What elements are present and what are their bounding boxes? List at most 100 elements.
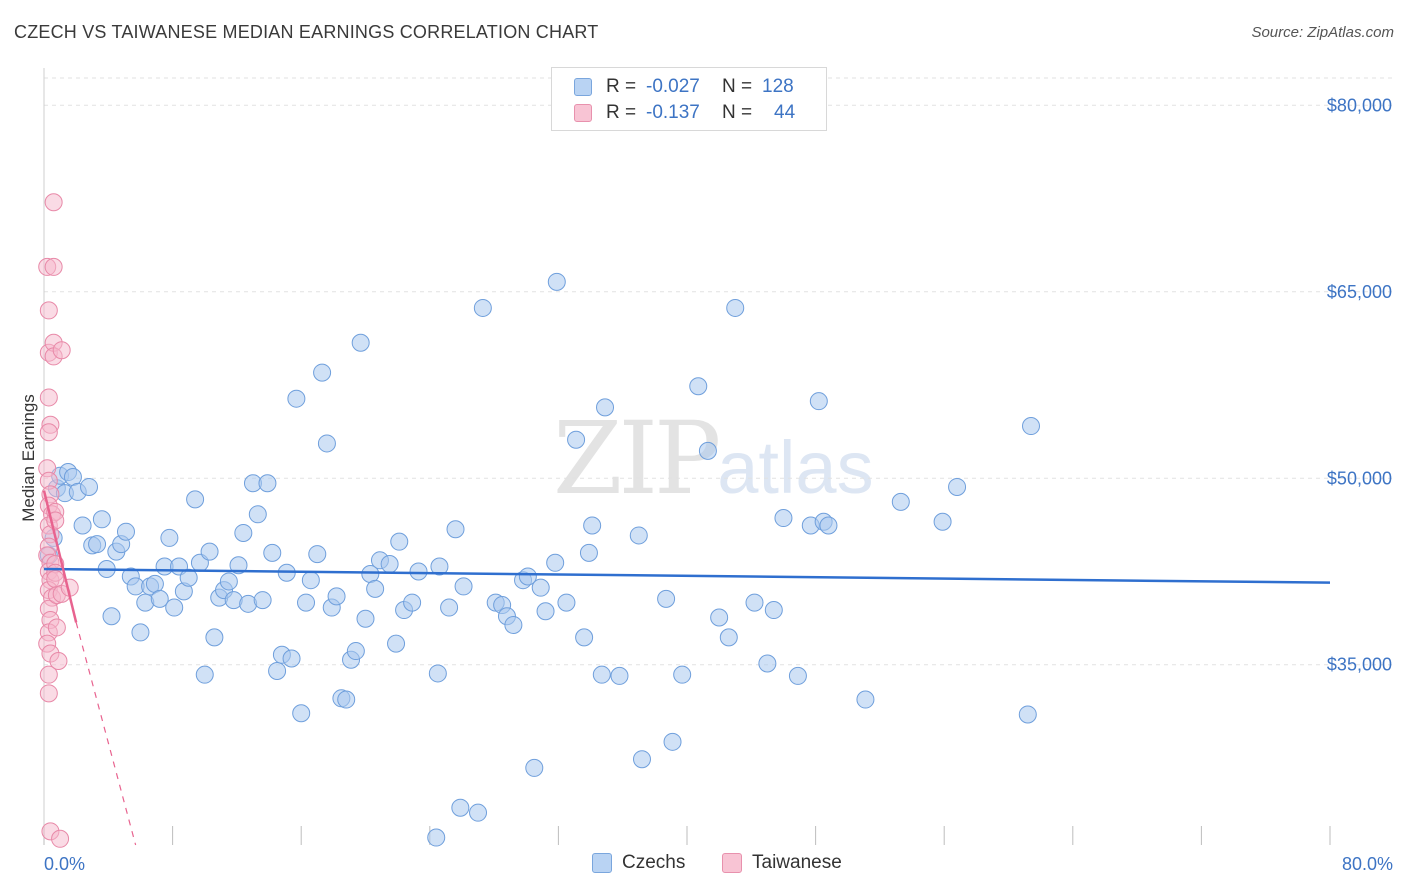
- czech-point: [745, 593, 764, 612]
- legend-taiwanese-label: Taiwanese: [752, 852, 842, 873]
- czech-point: [427, 828, 446, 847]
- czech-point: [536, 602, 555, 621]
- axes: [43, 68, 1331, 845]
- legend-n-value: 128: [762, 76, 794, 97]
- czech-point: [446, 520, 465, 539]
- czech-point: [710, 608, 729, 627]
- chart-title: CZECH VS TAIWANESE MEDIAN EARNINGS CORRE…: [14, 22, 599, 42]
- czech-point: [473, 298, 492, 317]
- czech-point: [673, 665, 692, 684]
- czech-point: [546, 553, 565, 572]
- czech-point: [73, 516, 92, 535]
- czech-point: [726, 298, 745, 317]
- czech-point: [531, 578, 550, 597]
- czech-point: [268, 661, 287, 680]
- source-credit: Source: ZipAtlas.com: [1251, 24, 1394, 41]
- czech-point: [948, 477, 967, 496]
- czech-point: [547, 272, 566, 291]
- legend-row-taiwanese: R = -0.137 N = 44: [574, 101, 795, 125]
- taiwanese-point: [47, 618, 66, 637]
- czech-point: [179, 568, 198, 587]
- czech-point: [205, 628, 224, 647]
- czech-point: [387, 634, 406, 653]
- czech-point: [518, 567, 537, 586]
- watermark-zip: ZIP: [553, 400, 721, 517]
- czech-point: [809, 392, 828, 411]
- czech-point: [195, 665, 214, 684]
- watermark: ZIPatlas: [553, 400, 874, 517]
- czech-point: [92, 510, 111, 529]
- czech-trend-line: [43, 567, 1331, 584]
- czech-swatch: [592, 853, 612, 873]
- legend-r-label: R =: [606, 102, 637, 123]
- taiwanese-swatch: [574, 104, 592, 122]
- czech-point: [317, 434, 336, 453]
- legend-n-value: 44: [774, 102, 796, 123]
- czech-point: [337, 690, 356, 709]
- czech-point: [428, 664, 447, 683]
- taiwanese-point: [51, 829, 70, 848]
- czech-point: [88, 535, 107, 554]
- legend-r-value: -0.137: [646, 102, 700, 123]
- y-axis-title: Median Earnings: [19, 394, 38, 522]
- czech-point: [774, 509, 793, 528]
- legend-czechs-label: Czechs: [622, 852, 686, 873]
- czech-point: [287, 389, 306, 408]
- czech-point: [632, 750, 651, 769]
- czech-point: [758, 654, 777, 673]
- czech-point: [248, 505, 267, 524]
- czech-point: [131, 623, 150, 642]
- bottom-legend-taiwanese: Taiwanese: [722, 852, 842, 874]
- y-tick-label: $35,000: [1327, 655, 1392, 675]
- czech-point: [186, 490, 205, 509]
- taiwanese-point: [44, 193, 63, 212]
- czech-points: [39, 272, 1041, 847]
- tick-labels: $35,000 $50,000 $65,000 $80,000 0.0% 80.0%: [44, 95, 1393, 874]
- x-tick-label: 0.0%: [44, 854, 85, 874]
- czech-point: [297, 593, 316, 612]
- czech-point: [165, 598, 184, 617]
- czech-point: [409, 562, 428, 581]
- taiwanese-point: [39, 388, 58, 407]
- czech-point: [116, 522, 135, 541]
- legend-r-value: -0.027: [646, 76, 700, 97]
- taiwanese-point: [49, 652, 68, 671]
- czech-point: [234, 523, 253, 542]
- czech-point: [403, 593, 422, 612]
- czech-point: [430, 557, 449, 576]
- czech-point: [579, 543, 598, 562]
- czech-point: [1018, 705, 1037, 724]
- czech-point: [629, 526, 648, 545]
- czech-point: [102, 607, 121, 626]
- y-tick-label: $80,000: [1327, 95, 1392, 115]
- czech-point: [764, 601, 783, 620]
- czech-point: [657, 589, 676, 608]
- czech-point: [301, 571, 320, 590]
- czech-point: [219, 572, 238, 591]
- bottom-legend-czechs: Czechs: [592, 852, 685, 874]
- czech-point: [719, 628, 738, 647]
- czech-point: [351, 333, 370, 352]
- taiwanese-point: [39, 665, 58, 684]
- czech-point: [366, 579, 385, 598]
- czech-point: [567, 430, 586, 449]
- czech-point: [200, 542, 219, 561]
- czech-point: [229, 556, 248, 575]
- czech-point: [525, 758, 544, 777]
- watermark-atlas: atlas: [717, 426, 874, 509]
- czech-point: [575, 628, 594, 647]
- czech-point: [504, 615, 523, 634]
- czech-point: [856, 690, 875, 709]
- czech-point: [698, 441, 717, 460]
- y-tick-label: $65,000: [1327, 282, 1392, 302]
- czech-point: [150, 589, 169, 608]
- czech-point: [469, 803, 488, 822]
- czech-point: [557, 593, 576, 612]
- czech-point: [592, 665, 611, 684]
- czech-point: [891, 492, 910, 511]
- correlation-legend: R = -0.027 N = 128 R = -0.137 N = 44: [551, 67, 827, 131]
- czech-point: [933, 512, 952, 531]
- czech-point: [63, 468, 82, 487]
- czech-point: [380, 555, 399, 574]
